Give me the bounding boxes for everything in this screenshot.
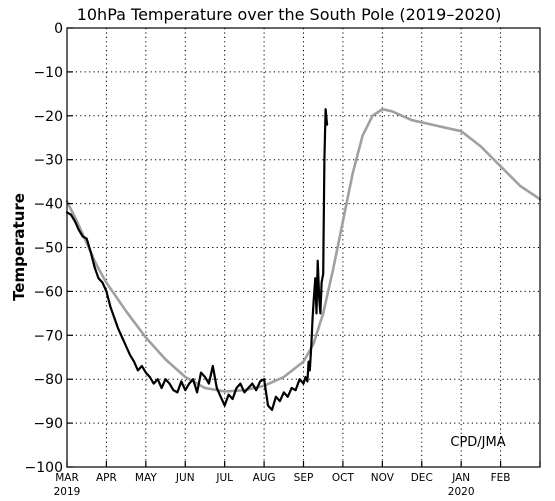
y-tick-label: −10: [33, 65, 63, 81]
y-tick-label: 0: [54, 21, 63, 37]
grid-lines: [67, 28, 540, 467]
y-tick-label: −20: [33, 109, 63, 125]
observed-line: [65, 108, 329, 411]
x-tick-label: AUG: [253, 472, 276, 484]
credit-label: CPD/JMA: [450, 435, 505, 450]
climatology-line: [65, 107, 542, 393]
x-tick-label: FEB: [491, 472, 511, 484]
y-tick-label: −50: [33, 241, 63, 257]
x-tick-label: MAY: [135, 472, 157, 484]
y-tick-label: −30: [33, 153, 63, 169]
x-year-label: 2019: [54, 486, 81, 498]
x-tick-label: SEP: [294, 472, 314, 484]
x-tick-label: JUL: [215, 472, 233, 484]
x-tick-label: MAR: [55, 472, 79, 484]
series-layer: [65, 107, 542, 411]
x-tick-label: APR: [96, 472, 117, 484]
y-axis: 0 −10 −20 −30 −40 −50 −60 −70 −80 −90 −100: [25, 21, 73, 476]
y-tick-label: −80: [33, 372, 63, 388]
y-tick-label: −60: [33, 284, 63, 300]
x-axis: MAR APR MAY JUN JUL AUG SEP OCT NOV DEC JAN FEB 2019…: [54, 461, 541, 498]
chart-title: 10hPa Temperature over the South Pole (2…: [77, 5, 502, 24]
x-tick-label: JAN: [451, 472, 470, 484]
y-tick-label: −40: [33, 197, 63, 213]
x-tick-label: OCT: [332, 472, 355, 484]
y-tick-label: −100: [25, 460, 63, 476]
x-tick-label: JUN: [175, 472, 195, 484]
x-tick-label: NOV: [371, 472, 395, 484]
y-axis-label: Temperature: [10, 193, 28, 301]
y-tick-label: −70: [33, 328, 63, 344]
x-year-label: 2020: [448, 486, 475, 498]
x-tick-label: DEC: [411, 472, 433, 484]
y-tick-label: −90: [33, 416, 63, 432]
